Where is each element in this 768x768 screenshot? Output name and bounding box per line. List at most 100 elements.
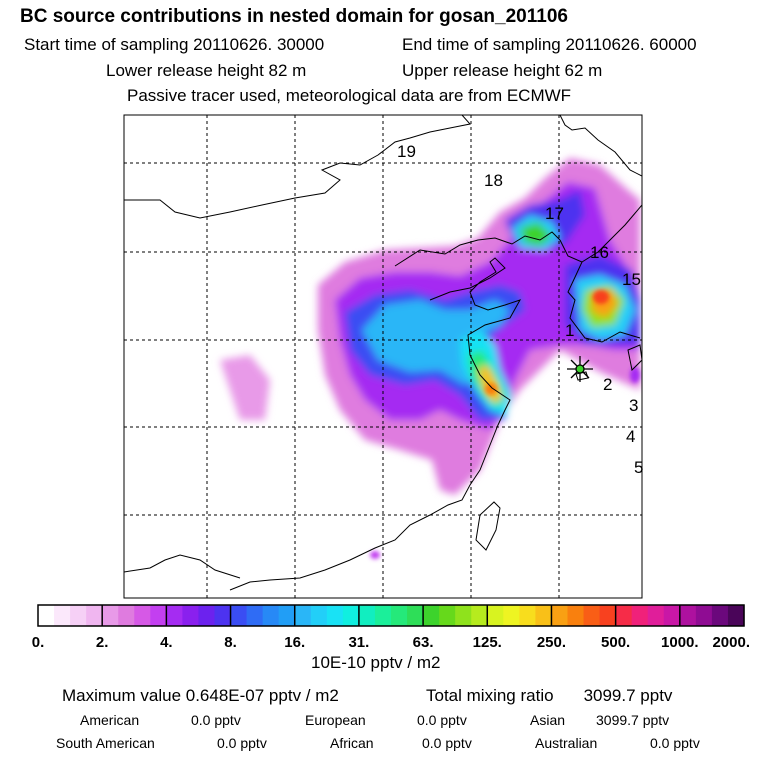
legend-swatch: [551, 605, 569, 626]
legend-swatch: [407, 605, 424, 626]
legend-swatch: [455, 605, 472, 626]
legend-swatch: [262, 605, 280, 626]
legend-tick-label: 500.: [601, 634, 630, 651]
legend-tick-label: 1000.: [661, 634, 699, 651]
start-time-label: Start time of sampling 20110626. 30000: [24, 35, 325, 54]
legend-swatch: [54, 605, 71, 626]
taiwan: [475, 501, 501, 551]
total-mixing-ratio: Total mixing ratio 3099.7 pptv: [426, 686, 672, 706]
max-value-label: Maximum value 0.648E-07 pptv / m2: [62, 686, 339, 705]
hotspot-coast: [485, 383, 497, 395]
legend-swatch: [134, 605, 151, 626]
legend-swatch: [326, 605, 344, 626]
legend-swatch: [519, 605, 537, 626]
time-label-4: 4: [626, 427, 635, 446]
time-label-2: 2: [603, 375, 612, 394]
legend-swatch: [310, 605, 328, 626]
legend-swatch: [423, 605, 440, 626]
end-time-label: End time of sampling 20110626. 60000: [402, 35, 697, 54]
region-american-value: 0.0 pptv: [191, 712, 241, 728]
legend-swatch: [471, 605, 488, 626]
chart-title: BC source contributions in nested domain…: [20, 6, 568, 27]
region-australian-name: Australian: [535, 735, 598, 751]
region-asian-name: Asian: [530, 712, 566, 728]
legend-swatch: [214, 605, 232, 626]
hotspot-east: [593, 290, 609, 304]
map-frame: [123, 114, 643, 599]
legend-swatch: [487, 605, 504, 626]
time-label-3: 3: [629, 396, 638, 415]
plume-level-light-south: [220, 355, 270, 420]
coast-shandong: [229, 257, 522, 591]
legend-swatch: [150, 605, 167, 626]
legend-tick-label: 31.: [348, 634, 369, 651]
coast-korea-north: [581, 204, 642, 263]
legend-tick-label: 16.: [284, 634, 305, 651]
legend-swatch: [246, 605, 264, 626]
legend-swatch: [342, 605, 360, 626]
time-label-1: 1: [565, 321, 574, 340]
legend-frame: [37, 604, 745, 627]
time-label-17: 17: [545, 204, 564, 223]
region-african-value: 0.0 pptv: [422, 735, 472, 751]
tracer-note: Passive tracer used, meteorological data…: [127, 86, 572, 105]
total-value: 3099.7 pptv: [583, 686, 673, 705]
region-african-name: African: [330, 735, 374, 751]
time-label-15: 15: [622, 270, 641, 289]
gridlines: [124, 115, 642, 598]
border-northeast: [559, 115, 642, 177]
legend-swatch: [86, 605, 103, 626]
japan-kyushu: [627, 344, 642, 372]
legend-tick-label: 8.: [224, 634, 237, 651]
time-label-18: 18: [484, 171, 503, 190]
region-australian-value: 0.0 pptv: [650, 735, 700, 751]
legend-swatch: [695, 605, 713, 626]
time-label-16: 16: [590, 243, 609, 262]
legend-tick-label: 0.: [32, 634, 45, 651]
legend-swatch: [535, 605, 553, 626]
legend-swatch: [182, 605, 200, 626]
legend-swatch: [599, 605, 617, 626]
legend-tick-label: 63.: [413, 634, 434, 651]
legend-swatch: [38, 605, 55, 626]
plume-level-green-north: [520, 222, 552, 246]
legend-tick-label: 2.: [96, 634, 109, 651]
legend-swatch: [374, 605, 392, 626]
legend-swatch: [70, 605, 87, 626]
legend-tick-label: 2000.: [712, 634, 750, 651]
color-legend: [38, 605, 745, 626]
legend-swatch: [583, 605, 601, 626]
legend-swatch: [118, 605, 135, 626]
legend-swatch: [663, 605, 681, 626]
legend-swatch: [102, 605, 119, 626]
legend-swatch: [391, 605, 408, 626]
legend-tick-label: 4.: [160, 634, 173, 651]
legend-swatch: [166, 605, 184, 626]
lower-height-label: Lower release height 82 m: [106, 61, 307, 80]
legend-swatch: [631, 605, 649, 626]
legend-swatch: [278, 605, 296, 626]
concentration-field: [220, 158, 640, 559]
legend-swatch: [439, 605, 456, 626]
time-label-19: 19: [397, 142, 416, 161]
hotspot-taiwan: [370, 551, 380, 559]
legend-swatch: [294, 605, 312, 626]
legend-tick-label: 250.: [537, 634, 566, 651]
coast-bohai: [394, 231, 561, 267]
coast-korea: [559, 239, 641, 343]
coastlines: [124, 115, 642, 591]
border-south: [124, 554, 241, 579]
upper-height-label: Upper release height 62 m: [402, 61, 603, 80]
legend-swatch: [230, 605, 248, 626]
region-asian-value: 3099.7 pptv: [596, 712, 670, 728]
region-south-american-value: 0.0 pptv: [217, 735, 267, 751]
region-european-value: 0.0 pptv: [417, 712, 467, 728]
legend-swatch: [567, 605, 585, 626]
legend-ticks: 0. 2. 4. 8. 16. 31. 63. 125. 250. 500. 1000. 2000.: [32, 634, 750, 651]
region-south-american-name: South American: [56, 735, 155, 751]
legend-swatch: [679, 605, 697, 626]
legend-swatch: [358, 605, 376, 626]
border-north: [124, 115, 471, 219]
legend-tick-label: 125.: [473, 634, 502, 651]
